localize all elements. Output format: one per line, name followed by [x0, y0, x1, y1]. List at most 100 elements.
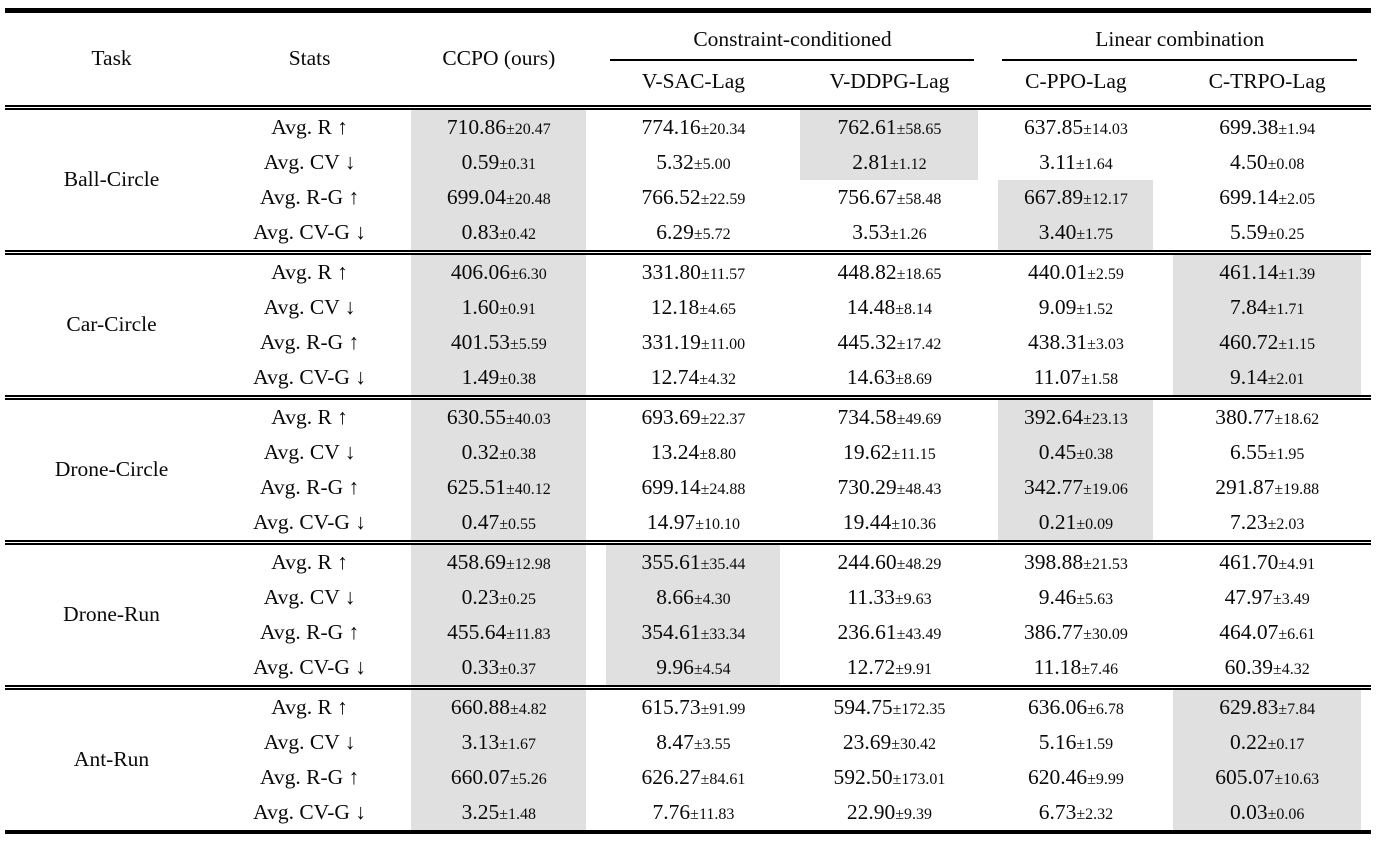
std-value: ±1.95: [1267, 445, 1305, 463]
std-value: ±4.54: [693, 660, 731, 678]
std-value: ±11.15: [891, 445, 936, 463]
value-cell: 0.45 ±0.38: [988, 434, 1163, 470]
value-box: 11.18 ±7.46: [998, 650, 1153, 685]
std-value: ±9.63: [894, 590, 932, 608]
value-cell: 592.50 ±173.01: [790, 760, 988, 795]
col-header-ctrpo-lag: C-TRPO-Lag: [1208, 68, 1326, 93]
value-box-highlighted: 3.40 ±1.75: [998, 214, 1154, 250]
stat-row: Drone-Run Avg. R ↑ 458.69 ±12.98 355.61 ±35.4…: [5, 542, 1371, 626]
value-box: 699.38 ±1.94: [1173, 110, 1361, 145]
value-box: 11.33 ±9.63: [800, 580, 978, 615]
std-value: ±4.65: [699, 300, 737, 318]
std-value: ±0.38: [499, 445, 536, 463]
stat-row: Avg. R-G ↑ 455.64 ±11.83 354.61 ±33.34 236.61…: [5, 614, 1371, 650]
std-value: ±48.43: [896, 480, 942, 498]
value-box-highlighted: 0.45 ±0.38: [998, 434, 1154, 470]
value-box: 6.29 ±5.72: [606, 215, 780, 250]
value-box: 592.50 ±173.01: [800, 760, 978, 795]
mean-value: 1.49: [461, 364, 500, 389]
value-box: 380.77 ±18.62: [1173, 400, 1361, 435]
value-cell: 380.77 ±18.62: [1163, 397, 1371, 435]
value-cell: 660.88 ±4.82: [401, 687, 596, 725]
value-box-highlighted: 461.14 ±1.39: [1173, 254, 1361, 290]
mean-value: 331.80: [641, 259, 701, 284]
mean-value: 291.87: [1215, 474, 1275, 499]
value-cell: 7.76 ±11.83: [596, 795, 790, 832]
std-value: ±24.88: [700, 480, 746, 498]
value-cell: 14.63 ±8.69: [790, 360, 988, 398]
value-box-highlighted: 660.07 ±5.26: [411, 759, 587, 795]
mean-value: 660.88: [450, 694, 510, 719]
value-cell: 460.72 ±1.15: [1163, 324, 1371, 360]
mean-value: 461.70: [1219, 549, 1279, 574]
stat-label: Avg. R-G ↑: [259, 184, 360, 209]
value-box: 3.11 ±1.64: [998, 145, 1153, 180]
value-cell: 762.61 ±58.65: [790, 107, 988, 145]
mean-value: 699.38: [1219, 114, 1279, 139]
stat-label: Avg. R ↑: [271, 549, 348, 574]
stat-label: Avg. CV-G ↓: [253, 799, 367, 824]
stat-label: Avg. CV ↓: [263, 729, 356, 754]
value-cell: 23.69 ±30.42: [790, 725, 988, 760]
mean-value: 660.07: [450, 764, 510, 789]
std-value: ±0.38: [499, 370, 536, 388]
mean-value: 0.21: [1038, 509, 1077, 534]
col-header-vddpg-lag: V-DDPG-Lag: [829, 68, 950, 93]
std-value: ±49.69: [896, 410, 942, 428]
mean-value: 734.58: [837, 404, 897, 429]
value-cell: 464.07 ±6.61: [1163, 615, 1371, 650]
std-value: ±19.06: [1083, 480, 1128, 498]
value-cell: 3.53 ±1.26: [790, 215, 988, 253]
value-box: 5.59 ±0.25: [1173, 215, 1361, 250]
std-value: ±18.62: [1274, 410, 1320, 428]
value-cell: 699.04 ±20.48: [401, 179, 596, 215]
value-box-highlighted: 0.22 ±0.17: [1173, 724, 1361, 760]
mean-value: 9.46: [1038, 584, 1077, 609]
mean-value: 23.69: [842, 729, 892, 754]
group-header-linear-combination: Linear combination: [988, 11, 1371, 61]
std-value: ±4.30: [693, 590, 731, 608]
std-value: ±8.14: [895, 300, 933, 318]
std-value: ±35.44: [700, 555, 746, 573]
mean-value: 8.66: [656, 584, 694, 609]
stat-row: Avg. CV-G ↓ 3.25 ±1.48 7.76 ±11.83 22.90 ±9.39…: [5, 794, 1371, 832]
value-cell: 392.64 ±23.13: [988, 397, 1163, 435]
std-value: ±4.91: [1278, 555, 1316, 573]
std-value: ±172.35: [892, 700, 946, 718]
mean-value: 19.44: [842, 509, 892, 534]
value-cell: 594.75 ±172.35: [790, 687, 988, 725]
mean-value: 12.72: [846, 654, 896, 679]
value-box-highlighted: 1.49 ±0.38: [411, 359, 587, 395]
value-cell: 605.07 ±10.63: [1163, 759, 1371, 795]
task-cell: Drone-Run: [63, 602, 160, 626]
std-value: ±17.42: [896, 335, 942, 353]
value-cell: 448.82 ±18.65: [790, 252, 988, 290]
value-cell: 625.51 ±40.12: [401, 469, 596, 505]
value-box: 438.31 ±3.03: [998, 325, 1153, 360]
value-box: 636.06 ±6.78: [998, 690, 1153, 725]
mean-value: 12.18: [650, 294, 700, 319]
value-cell: 14.48 ±8.14: [790, 290, 988, 325]
value-box: 47.97 ±3.49: [1173, 580, 1361, 615]
mean-value: 9.14: [1229, 364, 1268, 389]
stat-label: Avg. CV-G ↓: [253, 219, 367, 244]
std-value: ±1.94: [1278, 120, 1316, 138]
value-box-highlighted: 455.64 ±11.83: [411, 614, 587, 650]
col-header-cppo-lag: C-PPO-Lag: [1025, 68, 1127, 93]
value-box-highlighted: 0.33 ±0.37: [411, 649, 587, 685]
mean-value: 3.40: [1038, 219, 1077, 244]
stat-row: Avg. R-G ↑ 660.07 ±5.26 626.27 ±84.61 592.50 ±…: [5, 759, 1371, 795]
value-box: 3.53 ±1.26: [800, 215, 978, 250]
value-cell: 12.18 ±4.65: [596, 290, 790, 325]
value-cell: 291.87 ±19.88: [1163, 470, 1371, 505]
value-cell: 734.58 ±49.69: [790, 397, 988, 435]
stat-row: Ant-Run Avg. R ↑ 660.88 ±4.82 615.73 ±91.99 59…: [5, 687, 1371, 771]
value-box: 14.97 ±10.10: [606, 505, 780, 540]
std-value: ±3.03: [1087, 335, 1124, 353]
std-value: ±20.48: [505, 190, 551, 208]
std-value: ±5.00: [693, 155, 731, 173]
value-cell: 9.96 ±4.54: [596, 649, 790, 688]
mean-value: 460.72: [1219, 329, 1279, 354]
std-value: ±33.34: [700, 625, 746, 643]
